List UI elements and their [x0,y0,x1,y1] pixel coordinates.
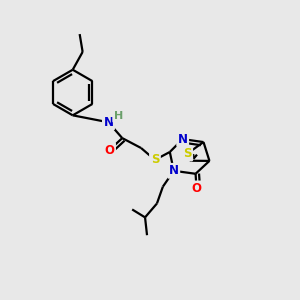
Text: S: S [151,153,159,167]
Text: O: O [192,182,202,195]
Text: S: S [151,153,159,167]
Text: O: O [192,182,202,195]
Text: N: N [103,116,113,129]
Text: N: N [169,164,179,177]
Text: O: O [104,143,114,157]
Text: N: N [103,116,113,129]
Text: H: H [114,111,123,121]
Text: N: N [178,133,188,146]
Text: O: O [104,143,114,157]
Text: S: S [183,147,192,160]
Text: H: H [114,111,123,121]
